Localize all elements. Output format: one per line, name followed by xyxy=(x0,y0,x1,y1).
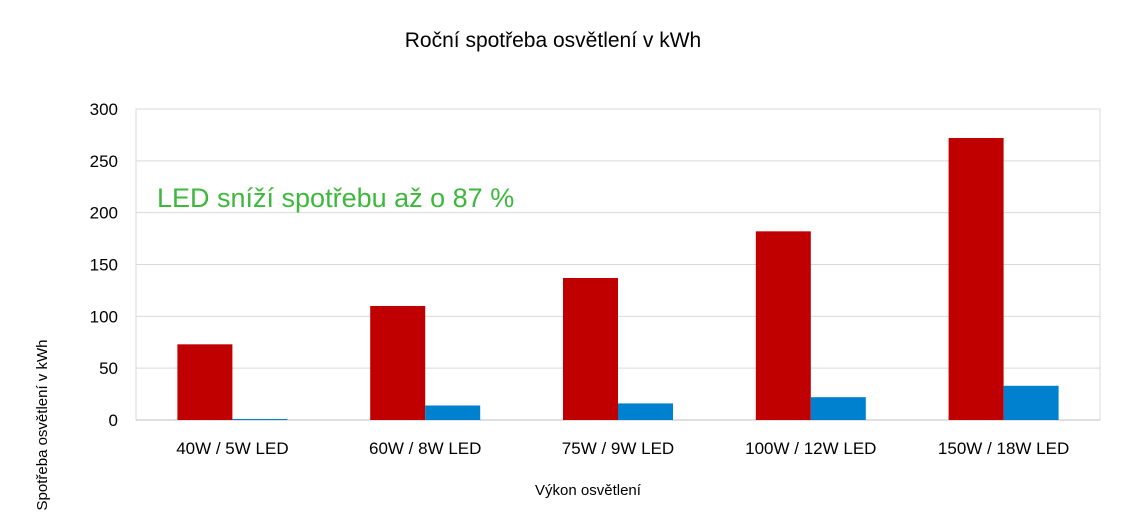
y-tick-label: 200 xyxy=(90,204,118,223)
bar-series-2 xyxy=(1003,385,1059,420)
bar-series-2 xyxy=(425,405,481,420)
y-axis-label: Spotřeba osvětlení v kWh xyxy=(34,340,51,511)
y-tick-labels: 0 50 100 150 200 250 300 xyxy=(90,100,118,430)
bars xyxy=(177,138,1059,420)
bar-series-2 xyxy=(810,397,866,420)
bar-series-2 xyxy=(232,418,288,420)
x-category-labels: 40W / 5W LED 60W / 8W LED 75W / 9W LED 100W… xyxy=(176,439,1069,458)
gridlines xyxy=(136,108,1100,421)
x-axis-label: Výkon osvětlení xyxy=(535,482,642,499)
y-tick-label: 0 xyxy=(109,411,118,430)
y-tick-label: 250 xyxy=(90,152,118,171)
bar-series-1 xyxy=(755,231,811,420)
y-tick-label: 300 xyxy=(90,100,118,119)
bar-series-2 xyxy=(618,403,673,420)
x-tick-label: 75W / 9W LED xyxy=(562,439,674,458)
x-tick-label: 100W / 12W LED xyxy=(745,439,876,458)
bar-series-1 xyxy=(370,305,426,420)
bar-series-1 xyxy=(563,277,618,420)
bar-series-1 xyxy=(177,344,233,420)
bar-series-1 xyxy=(948,138,1004,420)
y-tick-label: 150 xyxy=(90,256,118,275)
x-tick-label: 40W / 5W LED xyxy=(176,439,288,458)
x-tick-label: 150W / 18W LED xyxy=(938,439,1069,458)
y-tick-label: 50 xyxy=(99,359,118,378)
y-tick-label: 100 xyxy=(90,307,118,326)
annotation-text: LED sníží spotřebu až o 87 % xyxy=(157,183,514,213)
chart-title: Roční spotřeba osvětlení v kWh xyxy=(405,29,701,52)
x-tick-label: 60W / 8W LED xyxy=(369,439,481,458)
